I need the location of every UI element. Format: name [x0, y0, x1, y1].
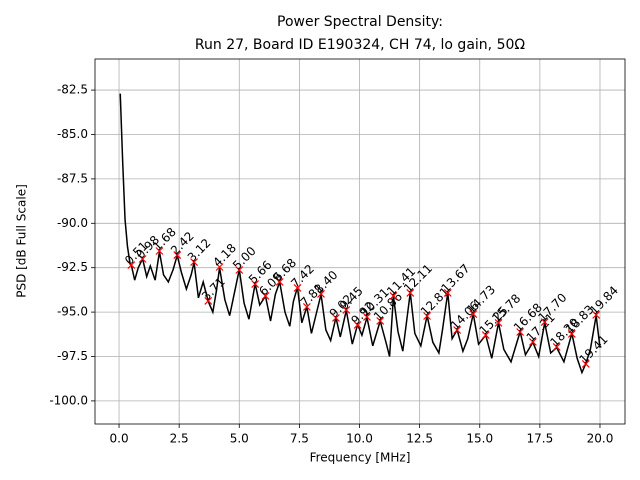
- x-tick-label: 15.0: [466, 432, 493, 446]
- peak-marker: [353, 320, 362, 329]
- x-tick-label: 20.0: [587, 432, 614, 446]
- y-tick-label: -87.5: [57, 171, 88, 185]
- y-tick-label: -92.5: [57, 260, 88, 274]
- peak-marker: [481, 331, 490, 339]
- psd-line: [119, 93, 601, 375]
- peak-marker: [528, 338, 537, 346]
- peak-marker: [389, 292, 398, 300]
- chart-title: Power Spectral Density:: [277, 14, 443, 30]
- peak-marker: [173, 251, 182, 260]
- peak-marker: [251, 280, 260, 288]
- x-tick-label: 5.0: [230, 432, 249, 446]
- peak-marker: [302, 303, 311, 311]
- peak-label: 13.67: [438, 261, 472, 295]
- plot-frame: [94, 58, 626, 425]
- peak-marker: [494, 319, 503, 327]
- peak-marker: [581, 360, 590, 368]
- peak-marker: [469, 310, 478, 318]
- peak-marker: [261, 292, 270, 300]
- x-tick-label: 10.0: [346, 432, 373, 446]
- x-tick-label: 17.5: [527, 432, 554, 446]
- x-tick-label: 2.5: [170, 432, 189, 446]
- peak-marker: [317, 290, 325, 298]
- x-axis-label: Frequency [MHz]: [310, 451, 411, 465]
- peak-marker: [204, 296, 213, 305]
- peak-marker: [516, 328, 525, 336]
- y-tick-label: -97.5: [57, 349, 88, 363]
- x-tick-label: 7.5: [290, 432, 309, 446]
- y-tick-label: -82.5: [57, 83, 88, 97]
- peak-marker: [127, 261, 136, 269]
- peak-marker: [406, 288, 415, 297]
- chart-subtitle: Run 27, Board ID E190324, CH 74, lo gain…: [195, 37, 525, 53]
- peak-marker: [552, 342, 561, 351]
- y-tick-label: -90.0: [57, 216, 88, 230]
- y-tick-label: -95.0: [57, 305, 88, 319]
- peak-marker: [443, 288, 452, 297]
- peak-marker: [423, 312, 432, 320]
- peak-marker: [363, 312, 371, 321]
- peak-marker: [376, 317, 385, 325]
- peak-label: 19.41: [576, 332, 610, 366]
- y-tick-label: -100.0: [49, 393, 88, 407]
- peak-marker: [235, 266, 244, 274]
- x-tick-label: 0.0: [110, 432, 129, 446]
- peak-marker: [215, 263, 224, 271]
- peak-marker: [332, 314, 340, 322]
- y-axis-label: PSD [dB Full Scale]: [15, 184, 29, 298]
- peak-marker: [293, 284, 302, 292]
- peak-marker: [275, 277, 284, 286]
- peak-marker: [540, 318, 549, 326]
- peak-marker: [592, 311, 601, 319]
- peak-marker: [342, 306, 351, 314]
- peak-marker: [190, 258, 198, 266]
- x-tick-label: 12.5: [406, 432, 433, 446]
- peak-marker: [567, 330, 576, 338]
- peak-marker: [138, 255, 147, 263]
- y-tick-label: -85.0: [57, 127, 88, 141]
- peak-marker: [453, 326, 462, 334]
- peak-marker: [155, 247, 164, 255]
